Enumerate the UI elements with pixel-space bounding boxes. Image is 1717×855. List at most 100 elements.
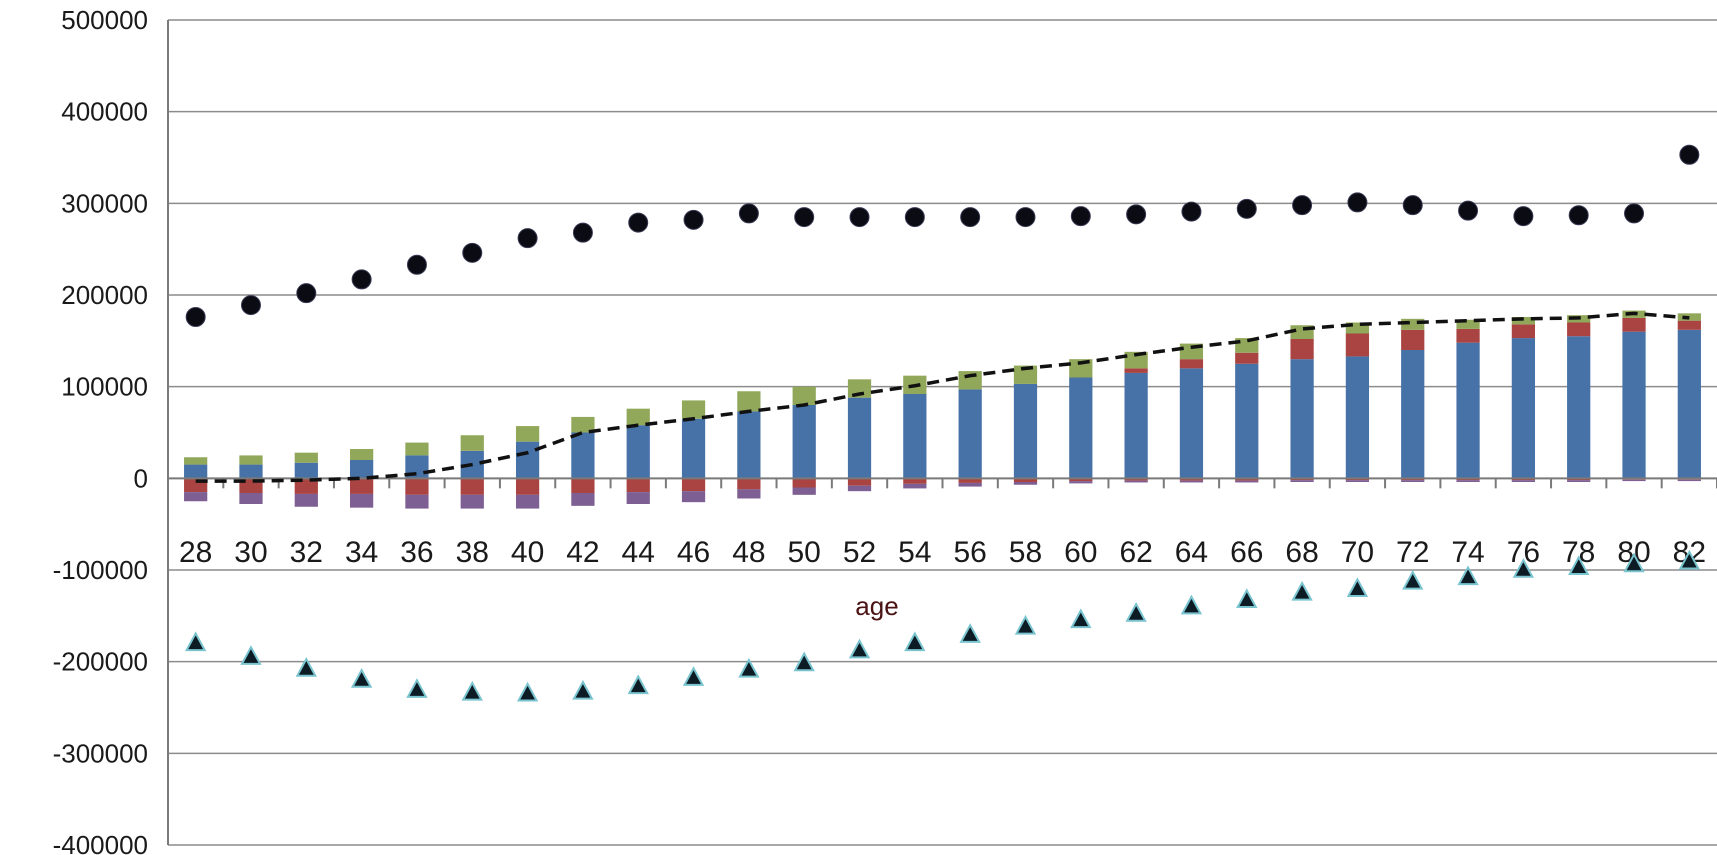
triangle-marker bbox=[516, 681, 539, 702]
x-tick-label: 30 bbox=[234, 536, 267, 569]
bar bbox=[681, 491, 706, 503]
bar bbox=[1401, 318, 1425, 330]
bar bbox=[1622, 317, 1646, 332]
y-tick-label: -400000 bbox=[53, 830, 148, 855]
circle-marker bbox=[960, 207, 981, 228]
circle-marker bbox=[1236, 198, 1257, 219]
bar bbox=[1567, 336, 1591, 479]
bar bbox=[294, 452, 318, 463]
bar bbox=[1511, 317, 1535, 325]
bar bbox=[737, 411, 761, 479]
bar bbox=[847, 485, 872, 492]
bar bbox=[1069, 359, 1093, 378]
bar bbox=[681, 478, 706, 492]
bar bbox=[903, 478, 927, 484]
bar bbox=[515, 494, 540, 509]
bar bbox=[294, 493, 318, 507]
y-tick-label: -200000 bbox=[53, 647, 148, 677]
circle-marker bbox=[794, 207, 815, 228]
bar bbox=[350, 449, 374, 460]
bar bbox=[1124, 351, 1148, 369]
series-lines bbox=[195, 311, 1690, 483]
bar bbox=[847, 379, 872, 398]
bar bbox=[847, 478, 872, 486]
bar bbox=[1124, 480, 1148, 483]
triangle-marker bbox=[1180, 594, 1203, 615]
circle-marker bbox=[1126, 204, 1147, 225]
x-tick-label: 40 bbox=[511, 536, 544, 569]
x-tick-label: 46 bbox=[677, 536, 710, 569]
bar bbox=[405, 478, 429, 495]
bar bbox=[571, 493, 595, 506]
x-tick-label: 60 bbox=[1064, 536, 1097, 569]
bar bbox=[1124, 478, 1148, 481]
bar bbox=[1235, 338, 1259, 353]
circle-marker bbox=[185, 307, 206, 327]
circle-marker bbox=[1347, 192, 1368, 213]
bar bbox=[1622, 331, 1646, 479]
bar bbox=[294, 462, 318, 479]
triangle-marker bbox=[738, 657, 760, 678]
x-tick-label: 32 bbox=[290, 536, 323, 569]
bar bbox=[792, 478, 816, 488]
x-tick-label: 64 bbox=[1175, 536, 1208, 569]
bar bbox=[1401, 329, 1425, 350]
bar bbox=[737, 489, 761, 499]
series-markers bbox=[184, 144, 1701, 702]
bar bbox=[737, 391, 761, 412]
circle-marker bbox=[406, 254, 427, 275]
bar bbox=[350, 478, 374, 494]
bar bbox=[626, 478, 650, 493]
circle-marker bbox=[904, 207, 925, 228]
bar bbox=[1069, 377, 1093, 479]
bar bbox=[1567, 480, 1591, 482]
x-tick-label: 58 bbox=[1009, 536, 1042, 569]
circle-marker bbox=[517, 228, 538, 249]
bar bbox=[681, 418, 706, 479]
circle-marker bbox=[1568, 205, 1589, 226]
circle-marker bbox=[849, 207, 870, 228]
triangle-marker bbox=[1457, 565, 1479, 586]
bar bbox=[737, 478, 761, 490]
bar bbox=[958, 371, 982, 390]
x-tick-label: 62 bbox=[1119, 536, 1152, 569]
bar bbox=[903, 483, 927, 489]
bar bbox=[958, 478, 982, 483]
circle-marker bbox=[351, 269, 372, 290]
triangle-marker bbox=[295, 656, 317, 677]
bar bbox=[1235, 363, 1259, 479]
x-tick-label: 28 bbox=[179, 536, 212, 569]
triangle-marker bbox=[1014, 614, 1037, 635]
y-tick-label: 300000 bbox=[61, 188, 148, 218]
triangle-marker bbox=[1236, 588, 1258, 608]
bar bbox=[1235, 478, 1259, 481]
y-tick-label: 500000 bbox=[61, 5, 148, 35]
bar bbox=[1124, 372, 1148, 479]
bar bbox=[239, 455, 263, 465]
bar bbox=[1622, 479, 1646, 482]
bar bbox=[1456, 319, 1480, 329]
axes bbox=[167, 20, 1717, 845]
circle-marker bbox=[628, 212, 649, 233]
bar bbox=[1345, 333, 1370, 357]
triangle-marker bbox=[1568, 555, 1590, 575]
bar bbox=[792, 405, 816, 479]
bar bbox=[1179, 478, 1204, 481]
bar bbox=[1345, 480, 1370, 482]
triangle-marker bbox=[1402, 569, 1424, 590]
triangle-marker bbox=[793, 651, 815, 672]
bar bbox=[1456, 480, 1480, 482]
bar bbox=[1013, 365, 1038, 384]
bar bbox=[1401, 480, 1425, 482]
bar bbox=[1456, 328, 1480, 343]
y-tick-label: 200000 bbox=[61, 280, 148, 310]
bar bbox=[1013, 478, 1038, 482]
x-tick-label: 36 bbox=[400, 536, 433, 569]
bar bbox=[1511, 338, 1535, 479]
bar bbox=[184, 464, 208, 479]
x-tick-label: 42 bbox=[566, 536, 599, 569]
circle-marker bbox=[1513, 206, 1534, 227]
bar bbox=[626, 425, 650, 479]
x-tick-label: 50 bbox=[788, 536, 821, 569]
